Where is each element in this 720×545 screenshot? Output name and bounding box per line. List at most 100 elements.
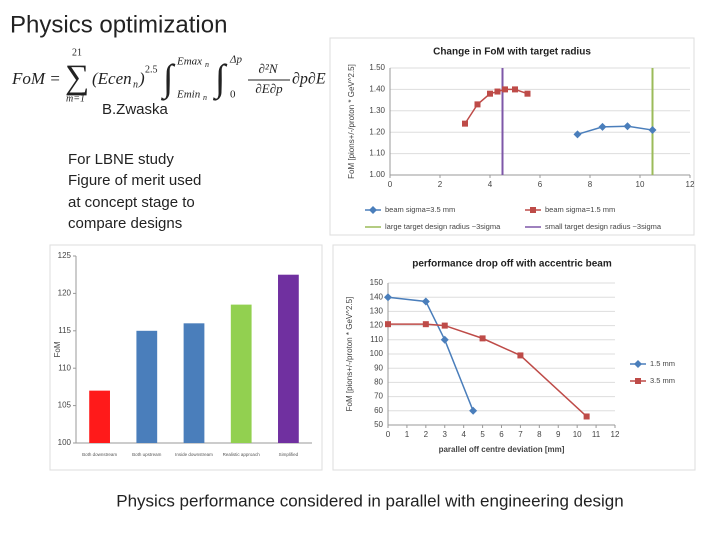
x-tick-label: 4 — [461, 430, 466, 439]
series-line — [577, 125, 653, 136]
y-tick-label: 80 — [374, 378, 383, 387]
y-tick-label: 1.20 — [369, 127, 385, 136]
author: B.Zwaska — [102, 101, 169, 118]
x-tick-label: Inside downstream — [175, 452, 213, 457]
y-tick-label: 120 — [58, 289, 72, 298]
formula-text: 21 — [72, 47, 82, 58]
formula-text: Emax — [176, 56, 202, 68]
formula-text: (Ecen — [92, 69, 132, 88]
y-tick-label: 100 — [370, 349, 384, 358]
marker — [502, 86, 508, 93]
slide-title: Physics optimization — [10, 11, 227, 38]
y-tick-label: 140 — [370, 292, 384, 301]
formula-text: ∑ — [65, 59, 89, 96]
marker — [487, 90, 493, 97]
bar — [230, 304, 252, 443]
x-tick-label: Both upstream — [132, 452, 162, 457]
y-axis-label: FoM [pions+/-/proton * GeV^2.5] — [347, 64, 356, 179]
marker — [474, 101, 481, 108]
chart-frame — [329, 37, 695, 236]
marker — [441, 322, 448, 329]
y-tick-label: 130 — [370, 307, 384, 316]
x-tick-label: 4 — [488, 180, 493, 189]
y-tick-label: 1.50 — [369, 63, 385, 72]
marker — [623, 122, 632, 131]
formula: FoM = ∑ 21 m=1 (Ecen n ) 2.5 ∫ Emax n Em… — [11, 47, 326, 104]
formula-text: ∫ — [161, 58, 176, 102]
y-tick-label: 1.00 — [369, 170, 385, 179]
formula-text: ∂p∂E — [292, 71, 326, 88]
x-axis-label: parallel off centre deviation [mm] — [439, 445, 565, 454]
formula-text: n — [203, 93, 207, 102]
bar — [278, 274, 299, 443]
y-tick-label: 100 — [58, 438, 72, 447]
x-tick-label: 8 — [537, 430, 542, 439]
x-tick-label: 3 — [443, 430, 448, 439]
y-tick-label: 120 — [370, 321, 384, 330]
y-axis-label: FoM [pions+/-/proton * GeV^2.5] — [345, 297, 354, 412]
x-tick-label: 2 — [438, 180, 443, 189]
x-tick-label: 0 — [386, 430, 391, 439]
x-tick-label: 8 — [588, 180, 593, 189]
formula-text: Δp — [229, 54, 242, 66]
x-tick-label: 5 — [480, 430, 485, 439]
marker — [583, 413, 590, 420]
marker — [524, 90, 531, 97]
x-tick-label: Realistic approach — [223, 452, 261, 457]
bar — [183, 323, 205, 443]
legend-label: small target design radius ~3sigma — [545, 222, 662, 231]
y-axis-label: FoM — [53, 341, 62, 357]
marker — [494, 88, 501, 95]
series-line — [388, 323, 588, 418]
series-line — [387, 296, 474, 412]
formula-text: n — [205, 60, 209, 69]
legend-label: beam sigma=1.5 mm — [545, 205, 615, 214]
marker — [422, 321, 429, 328]
legend-label: beam sigma=3.5 mm — [385, 205, 455, 214]
marker — [517, 352, 524, 359]
chart-frame — [332, 244, 696, 471]
y-tick-label: 1.10 — [369, 149, 385, 158]
x-tick-label: 7 — [518, 430, 523, 439]
footer: Physics performance considered in parall… — [116, 491, 623, 510]
x-tick-label: 12 — [686, 180, 695, 189]
marker — [440, 335, 449, 344]
x-tick-label: 11 — [592, 430, 601, 439]
y-tick-label: 110 — [370, 335, 383, 344]
formula-text: 0 — [230, 89, 236, 101]
formula-text: ∂E∂p — [255, 81, 283, 96]
y-tick-label: 60 — [374, 406, 383, 415]
marker — [648, 126, 657, 135]
y-tick-label: 110 — [58, 363, 71, 372]
y-tick-label: 1.40 — [369, 85, 385, 94]
y-tick-label: 105 — [58, 401, 72, 410]
y-tick-label: 1.30 — [369, 106, 385, 115]
marker — [479, 335, 486, 342]
bar — [89, 390, 110, 443]
note-line: at concept stage to — [68, 194, 195, 211]
x-tick-label: Both downstream — [82, 452, 117, 457]
bar — [136, 330, 158, 443]
formula-text: ) — [138, 69, 145, 88]
formula-text: m=1 — [66, 93, 85, 104]
chart-title: performance drop off with accentric beam — [412, 259, 612, 270]
x-tick-label: Simplified — [279, 452, 299, 457]
legend-marker — [634, 360, 642, 368]
formula-text: n — [133, 79, 138, 90]
marker — [384, 293, 392, 302]
marker — [573, 130, 582, 139]
legend-marker — [530, 207, 536, 213]
x-tick-label: 10 — [636, 180, 645, 189]
x-tick-label: 6 — [499, 430, 504, 439]
formula-text: FoM = — [11, 69, 61, 88]
legend-marker — [369, 206, 377, 214]
legend-marker — [635, 378, 641, 384]
y-tick-label: 125 — [58, 251, 72, 260]
legend-label: 1.5 mm — [650, 359, 675, 368]
formula-text: 2.5 — [145, 64, 158, 75]
note-line: For LBNE study — [68, 151, 174, 168]
x-tick-label: 0 — [388, 180, 393, 189]
chart-title: Change in FoM with target radius — [433, 47, 591, 58]
legend-label: large target design radius ~3sigma — [385, 222, 501, 231]
